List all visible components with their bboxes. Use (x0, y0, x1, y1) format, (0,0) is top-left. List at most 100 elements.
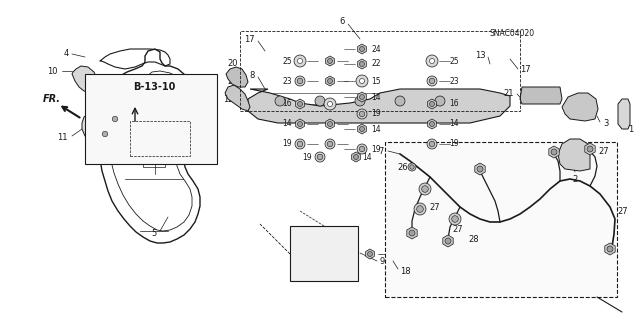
Text: 26: 26 (397, 162, 408, 172)
Circle shape (355, 96, 365, 106)
Bar (290, 226, 358, 281)
Circle shape (298, 58, 303, 63)
Circle shape (357, 109, 367, 119)
Polygon shape (407, 227, 417, 239)
Text: 16: 16 (282, 100, 292, 108)
Bar (85, 74, 217, 164)
Text: 19: 19 (449, 139, 459, 149)
Polygon shape (618, 99, 630, 129)
Circle shape (353, 154, 358, 160)
Circle shape (427, 76, 437, 86)
Bar (143, 155, 165, 167)
Bar (143, 135, 165, 147)
Text: 10: 10 (47, 66, 58, 76)
Polygon shape (475, 163, 485, 175)
Text: 19: 19 (371, 109, 381, 118)
Circle shape (315, 96, 325, 106)
Text: 14: 14 (362, 152, 372, 161)
Circle shape (294, 55, 306, 67)
Circle shape (297, 141, 303, 147)
Circle shape (100, 129, 110, 139)
Circle shape (295, 139, 305, 149)
Text: 20: 20 (102, 137, 112, 146)
Circle shape (317, 154, 323, 160)
Polygon shape (443, 235, 453, 247)
Polygon shape (428, 119, 436, 129)
Circle shape (359, 146, 365, 152)
Polygon shape (428, 99, 436, 109)
Circle shape (452, 216, 458, 222)
Circle shape (429, 58, 435, 63)
Text: 19: 19 (302, 152, 312, 161)
Circle shape (328, 122, 333, 127)
Bar (143, 115, 168, 127)
Circle shape (551, 149, 557, 155)
Bar (240, 31, 520, 111)
Text: 9: 9 (380, 257, 385, 266)
Text: 14: 14 (371, 93, 381, 101)
Text: 27: 27 (575, 143, 586, 152)
Polygon shape (326, 56, 334, 66)
Polygon shape (248, 89, 510, 123)
Circle shape (422, 186, 428, 192)
Polygon shape (558, 139, 590, 171)
Circle shape (587, 146, 593, 152)
Text: 7: 7 (379, 146, 384, 155)
Circle shape (477, 166, 483, 172)
Text: 12: 12 (223, 94, 234, 103)
Circle shape (429, 141, 435, 147)
Text: 15: 15 (371, 77, 381, 85)
Text: 27: 27 (429, 203, 440, 211)
Text: 2: 2 (572, 175, 578, 184)
Circle shape (429, 101, 435, 107)
Circle shape (367, 251, 372, 256)
Polygon shape (82, 114, 100, 149)
Polygon shape (605, 243, 615, 255)
Circle shape (298, 101, 303, 107)
Circle shape (359, 111, 365, 117)
Circle shape (408, 163, 416, 171)
Text: 20: 20 (227, 77, 238, 85)
Text: 21: 21 (504, 88, 514, 98)
Circle shape (110, 114, 120, 124)
Text: 16: 16 (449, 100, 459, 108)
Text: B-13-10: B-13-10 (133, 82, 175, 92)
Circle shape (417, 206, 423, 212)
Text: 29: 29 (120, 87, 130, 97)
Circle shape (395, 96, 405, 106)
Circle shape (275, 96, 285, 106)
Text: 27: 27 (452, 225, 463, 234)
Circle shape (409, 230, 415, 236)
Circle shape (356, 75, 368, 87)
Polygon shape (365, 249, 374, 259)
Circle shape (328, 58, 333, 63)
Circle shape (429, 122, 435, 127)
Text: 20: 20 (86, 122, 96, 130)
Text: 29: 29 (123, 90, 132, 99)
Text: 4: 4 (64, 49, 69, 58)
Text: 22: 22 (371, 60, 381, 69)
Circle shape (328, 101, 333, 107)
Polygon shape (296, 119, 305, 129)
Circle shape (324, 98, 336, 110)
Polygon shape (585, 143, 595, 155)
Polygon shape (562, 93, 598, 121)
Text: 28: 28 (468, 234, 479, 243)
Text: 5: 5 (152, 228, 157, 238)
Text: 13: 13 (476, 50, 486, 60)
Text: 19: 19 (371, 145, 381, 153)
Text: 25: 25 (282, 56, 292, 65)
Text: 27: 27 (617, 206, 628, 216)
Text: 14: 14 (371, 124, 381, 133)
Text: 14: 14 (282, 120, 292, 129)
Polygon shape (326, 76, 334, 86)
Bar (130, 121, 190, 156)
Text: 8: 8 (250, 70, 255, 79)
Text: SNAC04020: SNAC04020 (490, 29, 535, 39)
Circle shape (414, 203, 426, 215)
Polygon shape (520, 87, 562, 104)
Bar (385, 142, 617, 297)
Polygon shape (226, 67, 248, 87)
Polygon shape (225, 85, 250, 111)
Circle shape (360, 94, 365, 100)
